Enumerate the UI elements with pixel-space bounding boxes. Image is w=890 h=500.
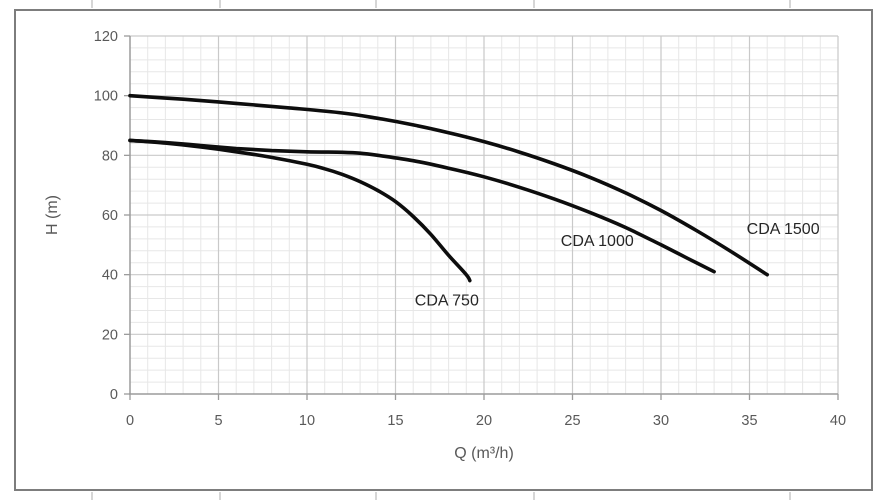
y-axis-title: H (m) [44, 195, 61, 235]
worksheet-gridline-stub [219, 0, 221, 8]
worksheet-gridline-stub [91, 0, 93, 8]
series-label-cda-750: CDA 750 [415, 293, 479, 310]
worksheet-gridline-stub [533, 0, 535, 8]
x-tick-label: 10 [299, 413, 315, 429]
series-label-cda-1500: CDA 1500 [747, 221, 820, 238]
x-tick-label: 35 [741, 413, 757, 429]
worksheet-gridline-stub [375, 492, 377, 500]
x-axis-title: Q (m³/h) [454, 445, 514, 462]
worksheet-gridline-stub [533, 492, 535, 500]
y-tick-label: 60 [102, 208, 118, 224]
x-tick-label: 25 [564, 413, 580, 429]
worksheet-gridline-stub [375, 0, 377, 8]
x-tick-label: 5 [214, 413, 222, 429]
y-tick-label: 120 [94, 29, 118, 45]
y-tick-label: 40 [102, 268, 118, 284]
y-tick-label: 100 [94, 89, 118, 105]
x-tick-label: 0 [126, 413, 134, 429]
curve-cda-1500 [128, 93, 769, 277]
x-tick-label: 20 [476, 413, 492, 429]
x-tick-label: 15 [387, 413, 403, 429]
worksheet-gridline-stub [91, 492, 93, 500]
worksheet-gridline-stub [219, 492, 221, 500]
x-tick-label: 40 [830, 413, 846, 429]
y-tick-label: 80 [102, 148, 118, 164]
curve-cda-750 [128, 138, 472, 283]
y-tick-label: 0 [110, 387, 118, 403]
worksheet-gridline-stub [789, 492, 791, 500]
x-tick-label: 30 [653, 413, 669, 429]
worksheet-gridline-stub [789, 0, 791, 8]
y-tick-label: 20 [102, 327, 118, 343]
series-label-cda-1000: CDA 1000 [561, 233, 634, 250]
curve-cda-1000 [128, 138, 716, 274]
